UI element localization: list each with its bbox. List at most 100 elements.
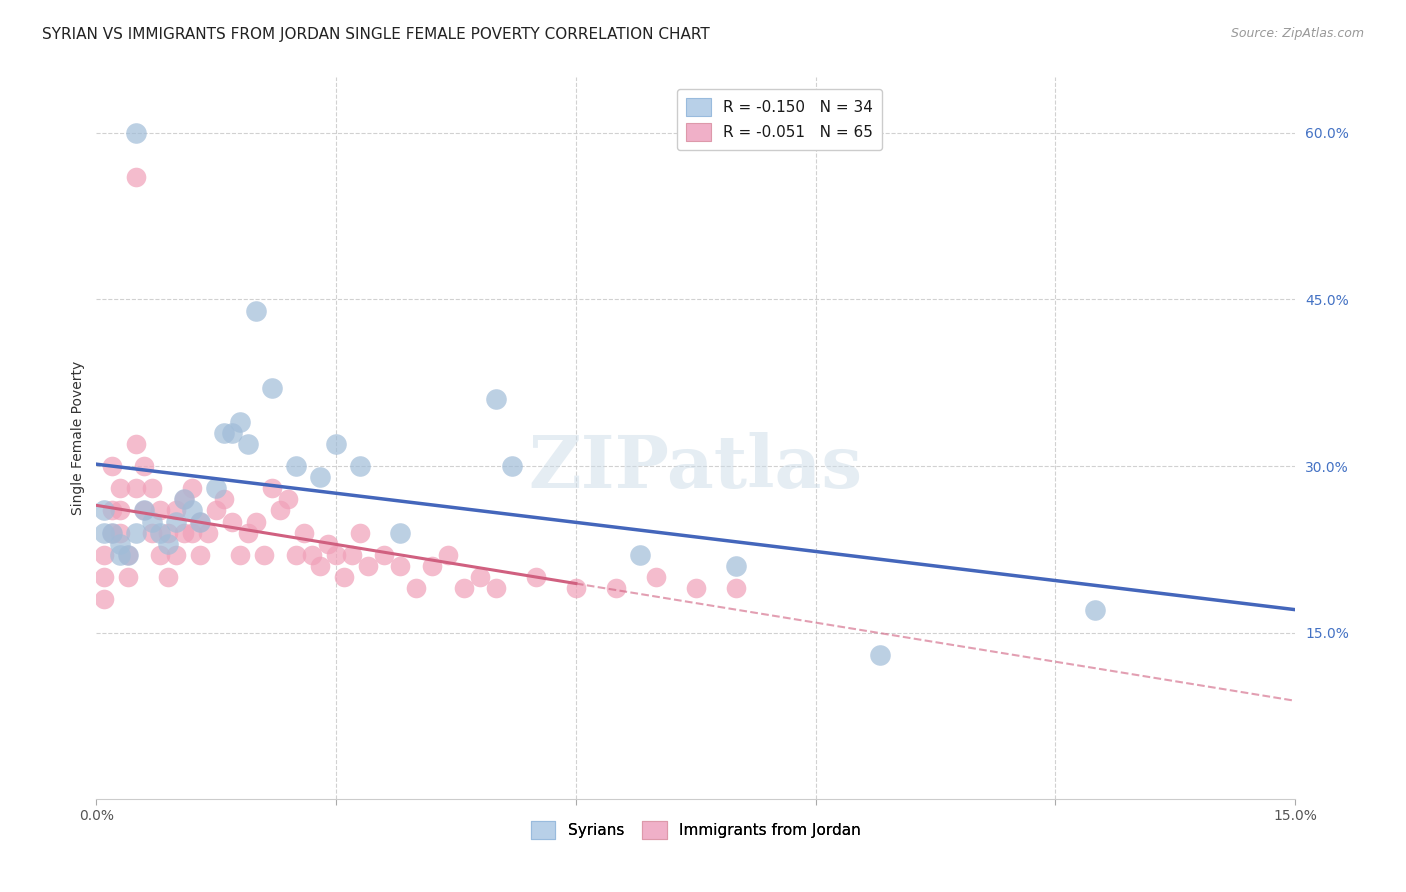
Point [309,558,332,573]
Point [173,492,195,507]
Point [245,515,267,529]
Point [1084,603,1107,617]
Point [405,581,427,595]
Point [301,548,323,562]
Point [292,525,315,540]
Point [205,481,228,495]
Point [165,515,187,529]
Point [437,548,460,562]
Point [141,481,163,495]
Point [101,525,124,540]
Point [501,458,523,473]
Point [316,537,339,551]
Point [238,525,260,540]
Point [349,525,371,540]
Point [485,581,508,595]
Point [229,548,252,562]
Point [285,548,308,562]
Point [110,548,132,562]
Point [238,437,260,451]
Point [453,581,475,595]
Point [173,525,195,540]
Point [245,303,267,318]
Point [141,515,163,529]
Point [181,481,204,495]
Point [221,425,243,440]
Point [157,570,180,584]
Point [277,492,299,507]
Point [101,525,124,540]
Point [685,581,707,595]
Point [262,481,284,495]
Point [110,481,132,495]
Point [149,503,172,517]
Point [134,503,156,517]
Point [125,170,148,185]
Point [221,515,243,529]
Point [93,570,115,584]
Point [125,437,148,451]
Point [101,458,124,473]
Point [869,648,891,662]
Point [157,525,180,540]
Point [229,415,252,429]
Point [149,525,172,540]
Point [93,548,115,562]
Point [110,503,132,517]
Point [134,458,156,473]
Point [165,548,187,562]
Point [181,503,204,517]
Point [93,592,115,607]
Point [373,548,395,562]
Point [724,558,747,573]
Point [724,581,747,595]
Point [157,537,180,551]
Point [181,525,204,540]
Point [134,503,156,517]
Point [628,548,651,562]
Point [117,570,139,584]
Point [188,515,211,529]
Point [125,525,148,540]
Point [188,515,211,529]
Point [309,470,332,484]
Point [110,537,132,551]
Point [269,503,291,517]
Point [125,481,148,495]
Point [212,425,235,440]
Point [117,548,139,562]
Point [333,570,356,584]
Point [110,525,132,540]
Point [325,437,347,451]
Point [644,570,666,584]
Point [285,458,308,473]
Point [325,548,347,562]
Point [389,558,412,573]
Point [349,458,371,473]
Point [125,126,148,140]
Point [605,581,627,595]
Point [389,525,412,540]
Y-axis label: Single Female Poverty: Single Female Poverty [72,361,86,516]
Point [565,581,588,595]
Text: ZIPatlas: ZIPatlas [529,432,863,502]
Point [93,503,115,517]
Point [93,525,115,540]
Point [188,548,211,562]
Point [420,558,443,573]
Text: SYRIAN VS IMMIGRANTS FROM JORDAN SINGLE FEMALE POVERTY CORRELATION CHART: SYRIAN VS IMMIGRANTS FROM JORDAN SINGLE … [42,27,710,42]
Point [485,392,508,407]
Point [468,570,491,584]
Point [340,548,363,562]
Point [205,503,228,517]
Text: Source: ZipAtlas.com: Source: ZipAtlas.com [1230,27,1364,40]
Point [149,548,172,562]
Point [357,558,380,573]
Point [212,492,235,507]
Point [101,503,124,517]
Point [197,525,219,540]
Point [165,503,187,517]
Legend: Syrians, Immigrants from Jordan: Syrians, Immigrants from Jordan [524,814,866,846]
Point [117,548,139,562]
Point [262,381,284,395]
